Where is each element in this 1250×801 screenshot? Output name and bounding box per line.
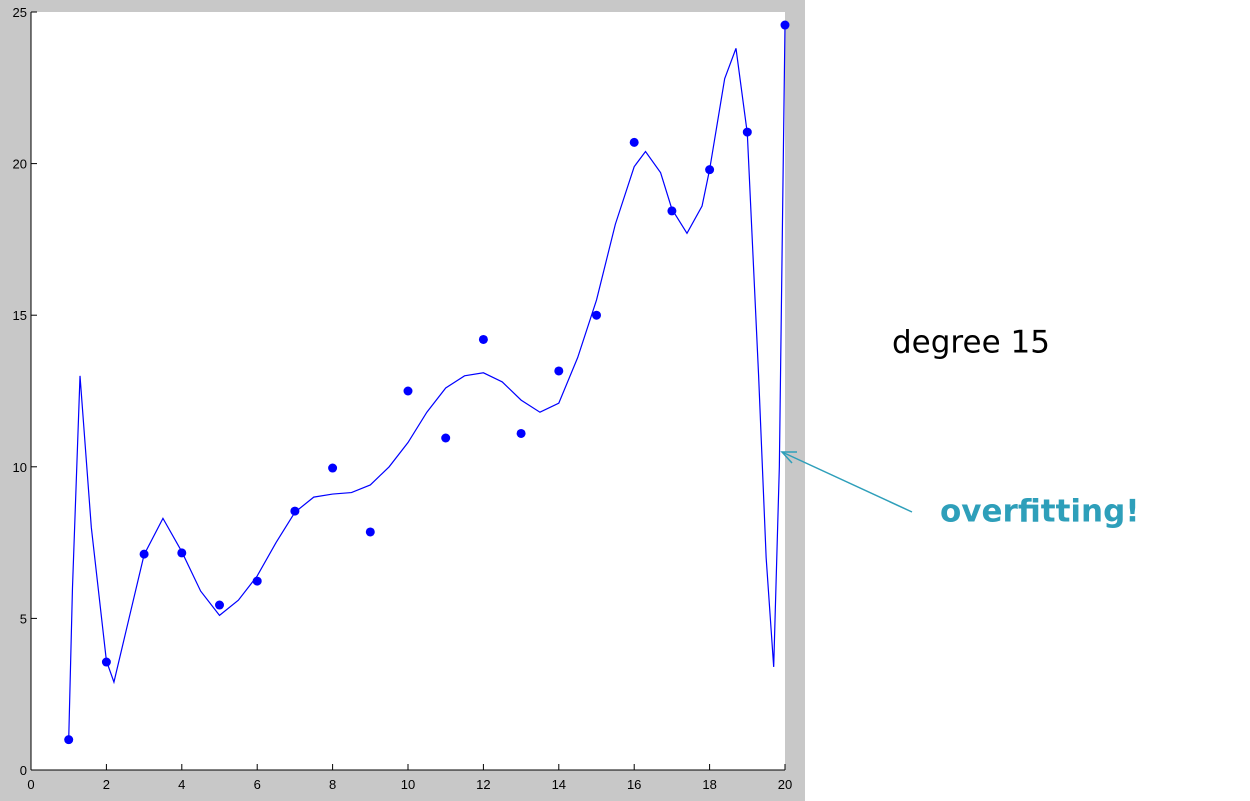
data-point: [365, 527, 375, 537]
x-tick-label: 14: [552, 777, 566, 792]
data-point: [215, 600, 224, 610]
data-point: [780, 20, 790, 30]
x-tick-label: 16: [627, 777, 641, 792]
data-point: [64, 735, 74, 745]
x-tick-label: 12: [476, 777, 490, 792]
fit-line: [68, 25, 786, 740]
data-point: [705, 165, 715, 175]
x-tick-label: 8: [329, 777, 336, 792]
data-point: [667, 206, 677, 216]
data-point: [441, 433, 451, 443]
data-point: [403, 386, 413, 396]
data-point: [328, 463, 338, 473]
y-tick-label: 15: [13, 308, 27, 323]
data-point: [629, 137, 639, 147]
y-tick-label: 10: [13, 460, 27, 475]
y-tick-label: 5: [20, 611, 27, 626]
x-tick-label: 2: [103, 777, 110, 792]
data-point: [101, 657, 111, 667]
annotation: degree 15: [892, 325, 1050, 361]
data-point: [742, 127, 752, 137]
data-point: [478, 334, 488, 344]
data-point: [592, 310, 601, 320]
arrow: [780, 451, 913, 513]
x-tick-label: 10: [401, 777, 415, 792]
x-tick-label: 6: [254, 777, 261, 792]
x-tick-label: 20: [778, 777, 792, 792]
data-point: [290, 506, 300, 516]
x-tick-label: 0: [27, 777, 34, 792]
data-point: [516, 428, 526, 438]
data-point: [139, 549, 149, 559]
data-point: [252, 576, 262, 586]
data-point: [554, 366, 564, 376]
data-point: [177, 548, 187, 558]
x-tick-label: 4: [178, 777, 185, 792]
x-tick-label: 18: [702, 777, 716, 792]
annotation: overfitting!: [940, 494, 1139, 530]
y-tick-label: 0: [20, 763, 27, 778]
y-tick-label: 25: [13, 5, 27, 20]
y-tick-label: 20: [13, 157, 27, 172]
